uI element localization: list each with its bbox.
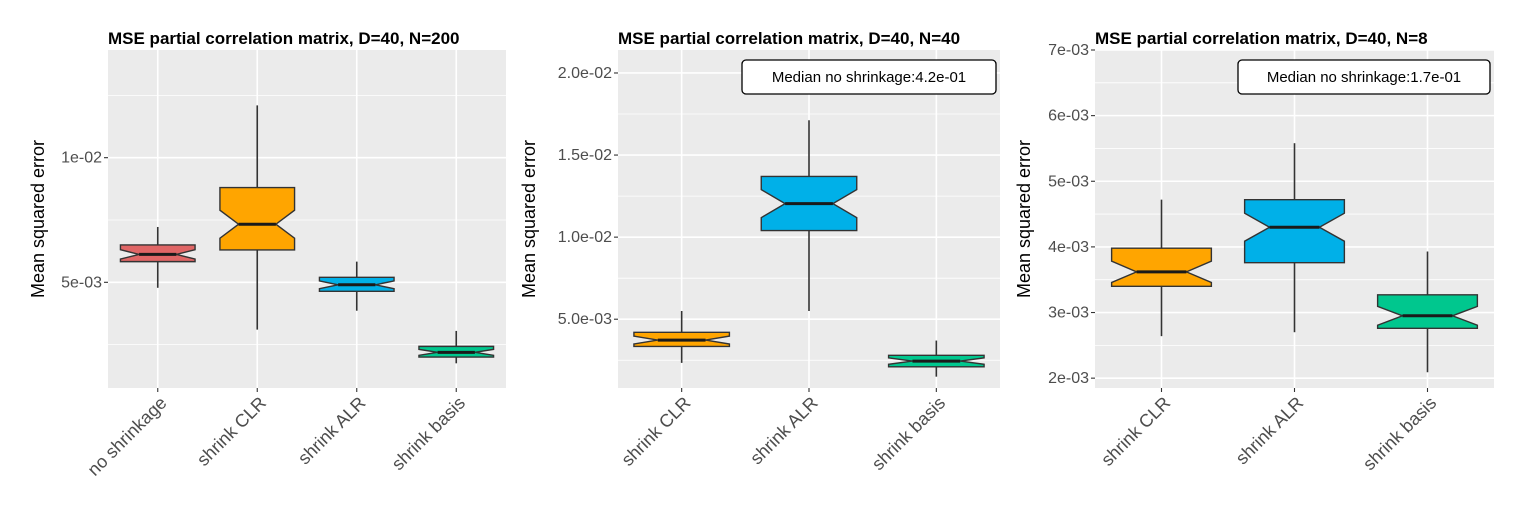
y-tick-label: 7e-03 (1048, 42, 1089, 59)
y-tick-label: 5e-03 (1048, 173, 1089, 190)
y-axis-label: Mean squared error (519, 140, 539, 298)
x-tick-label: shrink basis (1359, 393, 1440, 474)
y-tick-label: 2.0e-02 (558, 65, 612, 82)
x-tick-label: shrink ALR (294, 393, 370, 469)
y-tick-label: 4e-03 (1048, 239, 1089, 256)
box-shrink-basis (1376, 294, 1479, 329)
panel-2: MSE partial correlation matrix, D=40, N=… (519, 29, 1000, 474)
x-tick-label: shrink CLR (193, 393, 270, 470)
x-tick-label: shrink basis (388, 393, 469, 474)
annotation-box (1237, 59, 1491, 95)
x-tick-label: shrink CLR (1097, 393, 1174, 470)
annotation-box (741, 59, 997, 95)
annotation-text: Median no shrinkage:4.2e-01 (772, 69, 966, 86)
y-tick-label: 2e-03 (1048, 370, 1089, 387)
y-tick-label: 3e-03 (1048, 305, 1089, 322)
box-shrink-ALR (1243, 198, 1346, 264)
y-axis-label: Mean squared error (1014, 140, 1034, 298)
y-tick-label: 1.5e-02 (558, 147, 612, 164)
box-shrink-CLR (219, 186, 296, 251)
x-tick-label: shrink basis (868, 393, 949, 474)
y-tick-label: 5e-03 (61, 274, 102, 291)
chart-title: MSE partial correlation matrix, D=40, N=… (618, 29, 960, 48)
panel-1: MSE partial correlation matrix, D=40, N=… (28, 29, 506, 480)
y-tick-label: 1.0e-02 (558, 229, 612, 246)
x-tick-label: shrink CLR (617, 393, 694, 470)
y-tick-label: 1e-02 (61, 150, 102, 167)
y-tick-label: 5.0e-03 (558, 311, 612, 328)
plot-panel (108, 50, 506, 388)
y-tick-label: 6e-03 (1048, 108, 1089, 125)
chart-title: MSE partial correlation matrix, D=40, N=… (108, 29, 459, 48)
y-axis-label: Mean squared error (28, 140, 48, 298)
panel-3: MSE partial correlation matrix, D=40, N=… (1014, 29, 1494, 474)
x-tick-label: no shrinkage (84, 393, 171, 480)
box-shrink-CLR (1110, 247, 1213, 287)
x-tick-label: shrink ALR (1232, 393, 1308, 469)
annotation-text: Median no shrinkage:1.7e-01 (1267, 69, 1461, 86)
chart-title: MSE partial correlation matrix, D=40, N=… (1095, 29, 1428, 48)
x-tick-label: shrink ALR (746, 393, 822, 469)
